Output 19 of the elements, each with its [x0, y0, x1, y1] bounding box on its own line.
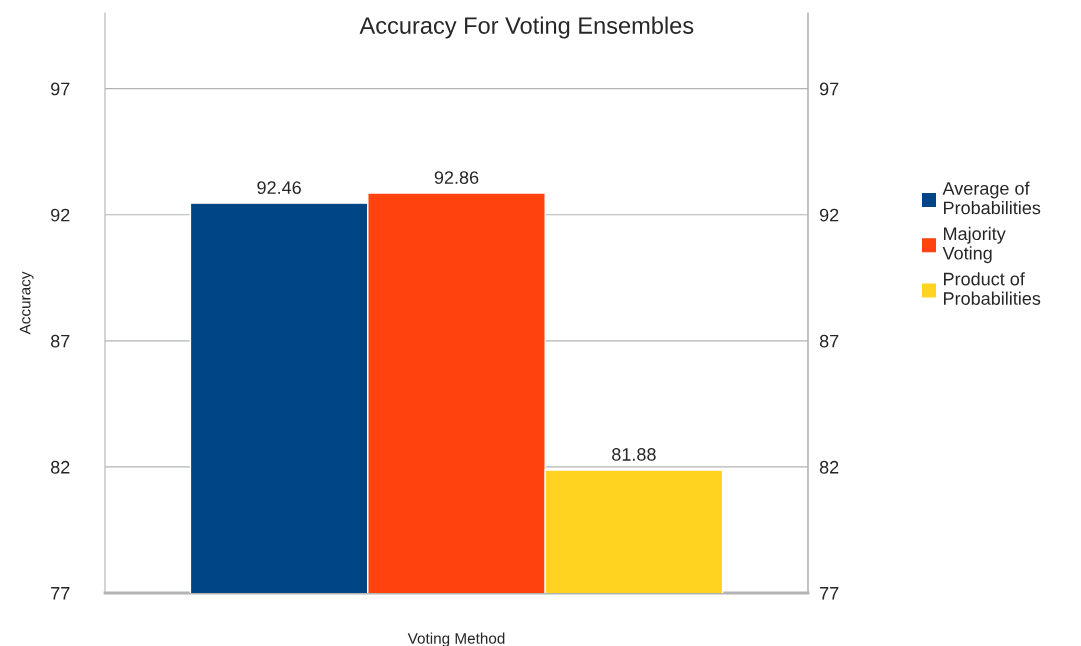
legend-label: Average of Probabilities	[942, 181, 1041, 215]
y-tick-label: 82	[50, 460, 70, 474]
chart-title: Accuracy For Voting Ensembles	[359, 16, 694, 39]
data-label: 92.46	[257, 181, 301, 195]
legend-label: Product of Probabilities	[944, 272, 1041, 305]
y2-tick-label: 87	[819, 334, 839, 348]
y-axis-title: Accuracy	[19, 271, 34, 335]
y2-tick-label: 92	[819, 208, 839, 222]
x-axis-title: Voting Method	[407, 632, 505, 646]
y2-tick-label: 82	[819, 460, 839, 474]
y-tick-label: 77	[51, 587, 70, 600]
data-label: 81.88	[612, 448, 656, 461]
y2-tick-label: 77	[820, 587, 839, 600]
y-tick-label: 92	[51, 208, 70, 222]
y-tick-label: 97	[51, 82, 70, 96]
y-tick-label: 87	[50, 334, 70, 348]
legend-label: Majority Voting	[942, 226, 1006, 264]
y2-tick-label: 97	[819, 82, 839, 96]
data-label: 92.86	[434, 171, 479, 184]
